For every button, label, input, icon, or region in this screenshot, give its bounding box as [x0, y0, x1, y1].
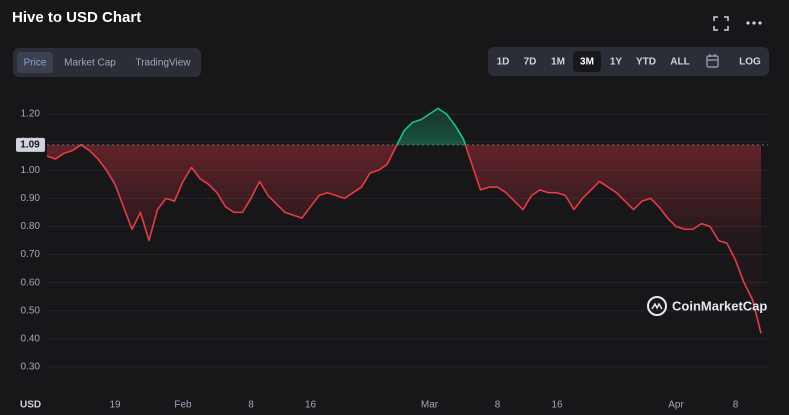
- range-button[interactable]: YTD: [636, 57, 656, 68]
- x-tick-label: Apr: [668, 400, 684, 411]
- calendar-icon[interactable]: [706, 54, 719, 68]
- y-tick-label: 0.80: [21, 221, 41, 232]
- tab-button[interactable]: Price: [24, 58, 47, 69]
- y-tick-label: 0.30: [21, 362, 41, 373]
- tab-active: [17, 52, 53, 73]
- watermark: CoinMarketCap: [647, 296, 767, 316]
- tab-button[interactable]: Market Cap: [64, 58, 116, 69]
- range-button[interactable]: 1D: [497, 57, 510, 68]
- y-tick-label: 0.60: [21, 277, 41, 288]
- y-tick-label: 0.40: [21, 334, 41, 345]
- x-tick-label: 8: [495, 400, 501, 411]
- tab-button[interactable]: TradingView: [135, 58, 191, 69]
- range-button[interactable]: ALL: [670, 57, 689, 68]
- x-tick-label: Mar: [421, 400, 439, 411]
- log-button[interactable]: LOG: [739, 57, 761, 68]
- baseline-label-box: [16, 137, 45, 152]
- x-tick-label: 8: [248, 400, 254, 411]
- x-tick-label: 8: [733, 400, 739, 411]
- tab-group: [13, 48, 201, 77]
- y-tick-label: 0.70: [21, 249, 41, 260]
- baseline-label: 1.09: [20, 140, 40, 151]
- y-tick-label: 0.50: [21, 305, 41, 316]
- x-tick-label: 16: [305, 400, 317, 411]
- range-button[interactable]: 3M: [580, 57, 594, 68]
- range-button[interactable]: 7D: [524, 57, 537, 68]
- fullscreen-icon[interactable]: [713, 16, 729, 31]
- watermark-text: CoinMarketCap: [672, 298, 767, 313]
- x-tick-label: Feb: [174, 400, 192, 411]
- price-area: [47, 108, 761, 334]
- range-active: [573, 51, 601, 72]
- y-axis-label: USD: [20, 400, 41, 411]
- more-icon[interactable]: [746, 21, 762, 25]
- range-button[interactable]: 1M: [551, 57, 565, 68]
- y-tick-label: 1.00: [21, 165, 41, 176]
- chart-title: Hive to USD Chart: [12, 9, 141, 26]
- y-tick-label: 0.90: [21, 193, 41, 204]
- price-line: [46, 107, 762, 334]
- range-group: [488, 47, 769, 76]
- x-tick-label: 19: [109, 400, 121, 411]
- range-button[interactable]: 1Y: [610, 57, 623, 68]
- y-tick-label: 1.20: [21, 109, 41, 120]
- x-tick-label: 16: [551, 400, 563, 411]
